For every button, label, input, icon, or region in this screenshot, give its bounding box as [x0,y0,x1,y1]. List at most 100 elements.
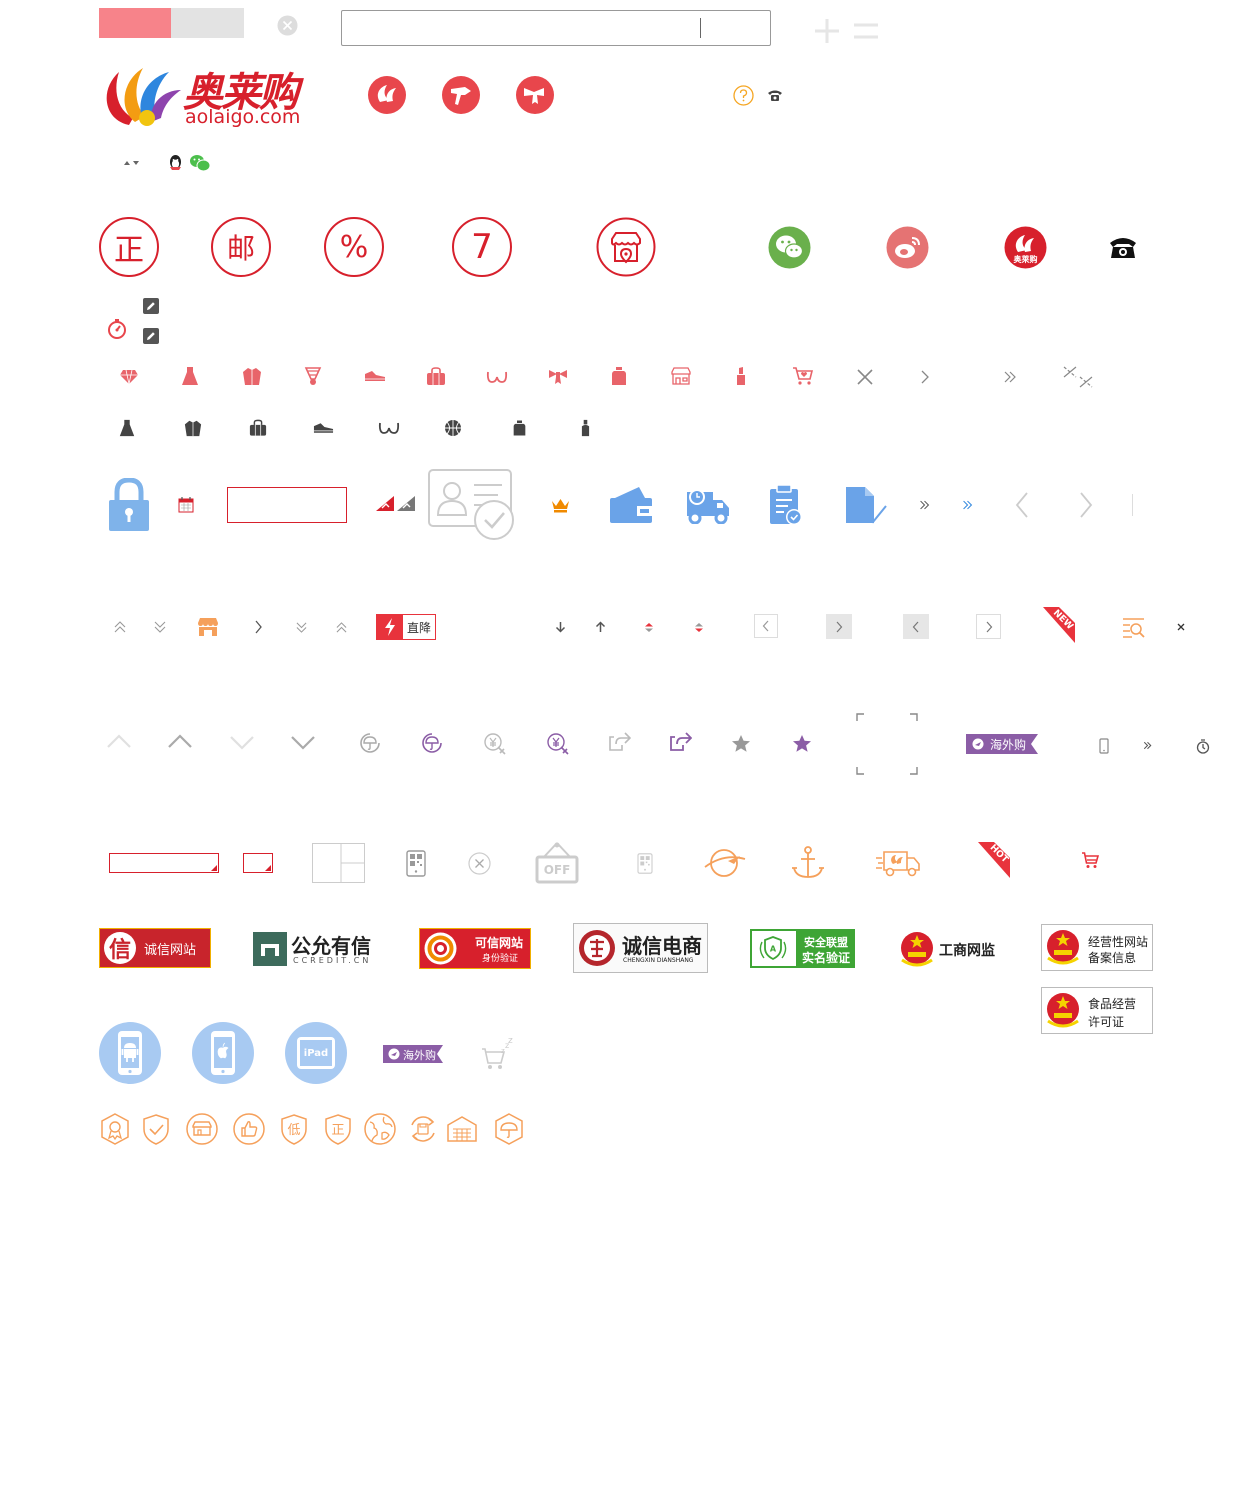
double-chevron-right-icon[interactable] [919,500,930,510]
android-app-icon[interactable] [99,1022,161,1084]
svg-text:z: z [508,1037,513,1046]
arrow-down-icon[interactable] [555,621,566,633]
handbag-dark-icon[interactable] [249,419,267,437]
sort-desc-icon[interactable] [694,622,704,633]
page-prev-button[interactable] [754,614,778,638]
qr-phone-light-icon[interactable] [637,853,653,874]
kexin-website-badge[interactable]: 可信网站 身份验证 [419,928,531,969]
chengxin-website-badge[interactable]: 信 诚信网站 [99,928,211,968]
document-check-icon[interactable] [845,486,887,526]
store-orange-icon[interactable] [197,617,219,637]
double-chevron-down-icon[interactable] [154,621,166,633]
star-icon[interactable] [731,734,751,753]
sort-asc-icon[interactable] [644,622,654,633]
jacket-icon[interactable] [242,366,262,386]
storefront-icon[interactable] [671,367,691,385]
cart-heart-icon[interactable] [792,366,814,386]
bowtie-icon[interactable] [548,368,568,386]
chengxin-dianshang-badge[interactable]: 诚信电商 CHENGXIN DIANSHANG [573,923,708,973]
bra-icon[interactable] [486,370,508,384]
chevron-up-icon[interactable] [168,734,192,748]
close-icon[interactable] [1177,623,1185,631]
double-chevron-up-icon[interactable] [114,621,126,633]
collapse-arrows-icon[interactable] [1063,366,1093,388]
qq-icon[interactable] [167,154,184,172]
dress-icon[interactable] [180,366,200,386]
clipboard-check-icon[interactable] [768,484,804,526]
lipstick-icon[interactable] [734,366,748,386]
phone-icon[interactable] [767,88,783,102]
ipad-app-icon[interactable]: iPad [285,1022,347,1084]
quality-badge-icon [100,1113,130,1145]
weibo-circle-icon[interactable] [886,226,929,269]
sort-arrows-icon[interactable] [123,158,141,168]
close-circle-outline-icon[interactable] [468,852,491,875]
bra-dark-icon[interactable] [378,421,400,435]
ios-app-icon[interactable] [192,1022,254,1084]
ipad-label: iPad [303,1047,329,1059]
double-chevron-right-icon[interactable] [1003,371,1017,383]
telephone-icon[interactable] [1108,233,1138,260]
food-license-badge[interactable]: 食品经营 许可证 [1041,987,1153,1034]
share-active-icon[interactable] [670,732,692,752]
page-next-button[interactable] [826,614,852,639]
help-icon[interactable] [733,85,754,106]
wallet-icon[interactable] [609,486,653,524]
star-active-icon[interactable] [792,734,812,753]
page-next-button[interactable] [976,614,1001,639]
double-chevron-down-icon[interactable] [296,622,307,633]
edit-icon[interactable] [143,328,159,344]
edit-icon[interactable] [143,298,159,314]
dress-dark-icon[interactable] [118,419,136,437]
bottle-icon[interactable] [610,366,628,386]
jacket-dark-icon[interactable] [184,419,202,437]
close-circle-icon[interactable] [277,15,298,36]
chevron-right-icon[interactable] [1079,492,1093,518]
layout-grid-icon[interactable] [312,843,365,883]
aolaigo-logo[interactable]: 奥莱购 aolaigo.com [99,60,329,130]
highlighted-input[interactable] [227,487,347,523]
price-drop-label: 直降 [406,620,431,635]
chevron-right-icon[interactable] [920,370,930,384]
sneaker-dark-icon[interactable] [313,422,334,434]
perfume-icon[interactable] [579,419,592,437]
basketball-icon[interactable] [444,419,462,437]
diamond-icon[interactable] [119,368,139,386]
calendar-icon[interactable] [178,496,194,513]
select-input[interactable] [109,853,219,873]
anquan-lianmeng-badge[interactable]: A 安全联盟 实名验证 [750,929,855,968]
handbag-icon[interactable] [426,367,446,386]
yen-coupon-icon[interactable] [483,732,507,756]
delivery-truck-icon[interactable] [686,486,730,524]
close-icon[interactable] [856,368,874,386]
double-chevron-up-icon[interactable] [336,622,347,633]
gongshang-wangjian-badge[interactable]: 工商网监 [899,930,999,968]
double-chevron-right-icon[interactable] [1143,741,1152,750]
chevron-down-light-icon[interactable] [230,736,254,750]
umbrella-circle-active-icon[interactable] [420,731,444,755]
mobile-phone-icon[interactable] [1099,738,1109,754]
cart-icon[interactable] [1081,852,1099,869]
share-icon[interactable] [609,732,631,752]
page-prev-button[interactable] [903,614,929,639]
jingying-beian-badge[interactable]: 经营性网站 备案信息 [1041,924,1153,971]
wechat-small-icon[interactable] [189,154,211,172]
qr-phone-icon[interactable] [406,850,426,877]
bottle-dark-icon[interactable] [512,419,527,437]
yen-coupon-active-icon[interactable] [546,732,570,756]
shuttlecock-icon[interactable] [304,366,322,386]
sneaker-icon[interactable] [364,370,386,382]
ccredit-badge[interactable]: 公允有信 CCREDIT.CN [253,930,379,970]
chevron-right-icon[interactable] [254,620,263,634]
search-input[interactable] [341,10,771,46]
double-chevron-right-blue-icon[interactable] [962,500,973,510]
wechat-circle-icon[interactable] [768,226,811,269]
umbrella-circle-icon[interactable] [358,731,382,755]
chevron-up-light-icon[interactable] [107,734,131,748]
chevron-down-icon[interactable] [291,736,315,750]
arrow-up-icon[interactable] [595,621,606,633]
search-list-icon[interactable] [1122,617,1146,638]
select-input-small[interactable] [243,853,273,873]
aolaigo-circle-icon[interactable]: 奥莱购 [1004,226,1047,269]
chevron-left-icon[interactable] [1015,492,1029,518]
